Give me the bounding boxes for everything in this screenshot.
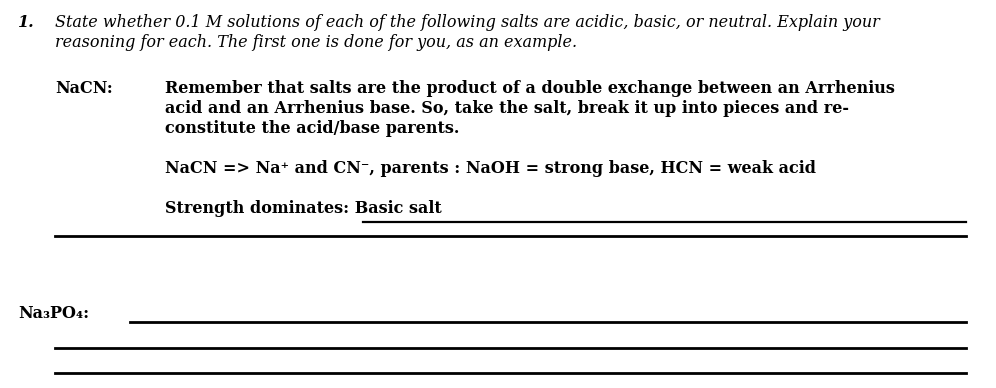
Text: Strength dominates: Basic salt: Strength dominates: Basic salt [165,200,442,217]
Text: NaCN => Na⁺ and CN⁻, parents : NaOH = strong base, HCN = weak acid: NaCN => Na⁺ and CN⁻, parents : NaOH = st… [165,160,816,177]
Text: Na₃PO₄:: Na₃PO₄: [18,305,89,322]
Text: 1.: 1. [18,14,35,31]
Text: Remember that salts are the product of a double exchange between an Arrhenius: Remember that salts are the product of a… [165,80,894,97]
Text: acid and an Arrhenius base. So, take the salt, break it up into pieces and re-: acid and an Arrhenius base. So, take the… [165,100,849,117]
Text: reasoning for each. The first one is done for you, as an example.: reasoning for each. The first one is don… [55,34,577,51]
Text: State whether 0.1 M solutions of each of the following salts are acidic, basic, : State whether 0.1 M solutions of each of… [55,14,879,31]
Text: constitute the acid/base parents.: constitute the acid/base parents. [165,120,459,137]
Text: NaCN:: NaCN: [55,80,113,97]
